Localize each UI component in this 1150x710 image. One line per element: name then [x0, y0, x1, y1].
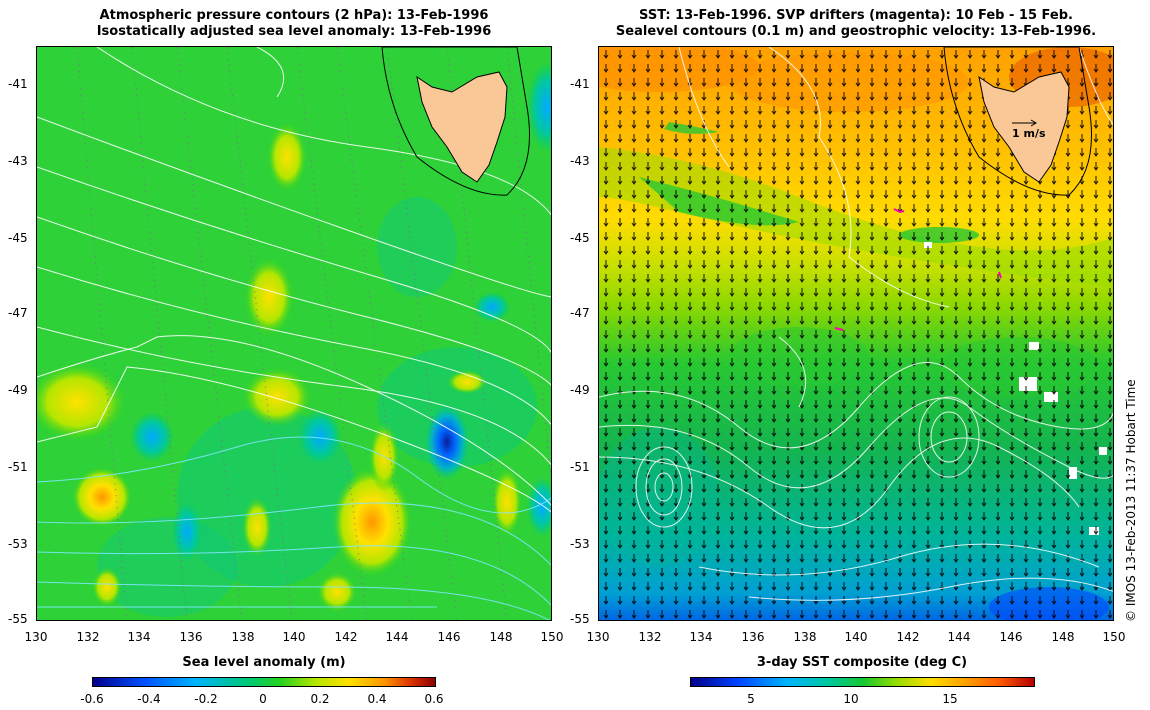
- lon-tick: 146: [437, 630, 461, 644]
- lon-tick: 150: [540, 630, 564, 644]
- left-map-title: Atmospheric pressure contours (2 hPa): 1…: [36, 8, 552, 40]
- sst-map: 1 m/s: [598, 46, 1114, 621]
- lat-tick: -49: [8, 383, 28, 397]
- colorbar-tick: 0: [259, 692, 267, 706]
- lon-tick: 144: [385, 630, 409, 644]
- left-title-line1: Atmospheric pressure contours (2 hPa): 1…: [99, 8, 489, 23]
- colorbar-tick: 0.4: [367, 692, 387, 706]
- lon-tick: 148: [489, 630, 513, 644]
- lon-tick: 136: [179, 630, 203, 644]
- lat-tick: -45: [570, 231, 590, 245]
- lon-tick: 138: [793, 630, 817, 644]
- lat-tick: -45: [8, 231, 28, 245]
- lon-tick: 144: [947, 630, 971, 644]
- colorbar-tick: 0.6: [424, 692, 444, 706]
- lat-tick: -55: [8, 612, 28, 626]
- sst-colorbar: [690, 677, 1035, 687]
- colorbar-tick: 5: [747, 692, 755, 706]
- lat-tick: -47: [570, 306, 590, 320]
- lon-tick: 134: [127, 630, 151, 644]
- lon-tick: 150: [1102, 630, 1126, 644]
- right-map-title: SST: 13-Feb-1996. SVP drifters (magenta)…: [598, 8, 1114, 40]
- left-title-line2: Isostatically adjusted sea level anomaly…: [96, 24, 492, 39]
- sst-colorbar-title: 3-day SST composite (deg C): [756, 655, 968, 670]
- velocity-scale-arrow: [1012, 119, 1037, 127]
- lon-tick: 130: [586, 630, 610, 644]
- lat-tick: -43: [8, 154, 28, 168]
- tasmania-land: [978, 71, 1070, 183]
- velocity-scale-label: 1 m/s: [1012, 127, 1046, 140]
- colorbar-tick: -0.4: [137, 692, 161, 706]
- lat-tick: -47: [8, 306, 28, 320]
- lon-tick: 132: [638, 630, 662, 644]
- lon-tick: 148: [1051, 630, 1075, 644]
- lon-tick: 140: [282, 630, 306, 644]
- lat-tick: -41: [8, 77, 28, 91]
- lon-tick: 142: [896, 630, 920, 644]
- lon-tick: 140: [844, 630, 868, 644]
- lat-tick: -53: [570, 537, 590, 551]
- colorbar-tick: -0.2: [194, 692, 218, 706]
- lat-tick: -41: [570, 77, 590, 91]
- sst-map-canvas: [599, 47, 1113, 620]
- lat-tick: -49: [570, 383, 590, 397]
- right-title-line1: SST: 13-Feb-1996. SVP drifters (magenta)…: [639, 8, 1073, 23]
- lat-tick: -51: [8, 460, 28, 474]
- lon-tick: 142: [334, 630, 358, 644]
- sla-map-canvas: [37, 47, 551, 620]
- lon-tick: 130: [24, 630, 48, 644]
- lat-tick: -55: [570, 612, 590, 626]
- lon-tick: 132: [76, 630, 100, 644]
- lon-tick: 136: [741, 630, 765, 644]
- lon-tick: 146: [999, 630, 1023, 644]
- colorbar-tick: 0.2: [310, 692, 330, 706]
- colorbar-tick: 15: [942, 692, 958, 706]
- lat-tick: -51: [570, 460, 590, 474]
- imos-credit: © IMOS 13-Feb-2013 11:37 Hobart Time: [1124, 379, 1138, 622]
- colorbar-tick: -0.6: [80, 692, 104, 706]
- lat-tick: -43: [570, 154, 590, 168]
- tasmania-land: [416, 71, 508, 183]
- lon-tick: 134: [689, 630, 713, 644]
- right-title-line2: Sealevel contours (0.1 m) and geostrophi…: [615, 24, 1097, 39]
- colorbar-tick: 10: [843, 692, 859, 706]
- sla-colorbar-title: Sea level anomaly (m): [182, 655, 346, 670]
- sea-level-anomaly-map: [36, 46, 552, 621]
- lat-tick: -53: [8, 537, 28, 551]
- sla-colorbar: [92, 677, 436, 687]
- lon-tick: 138: [231, 630, 255, 644]
